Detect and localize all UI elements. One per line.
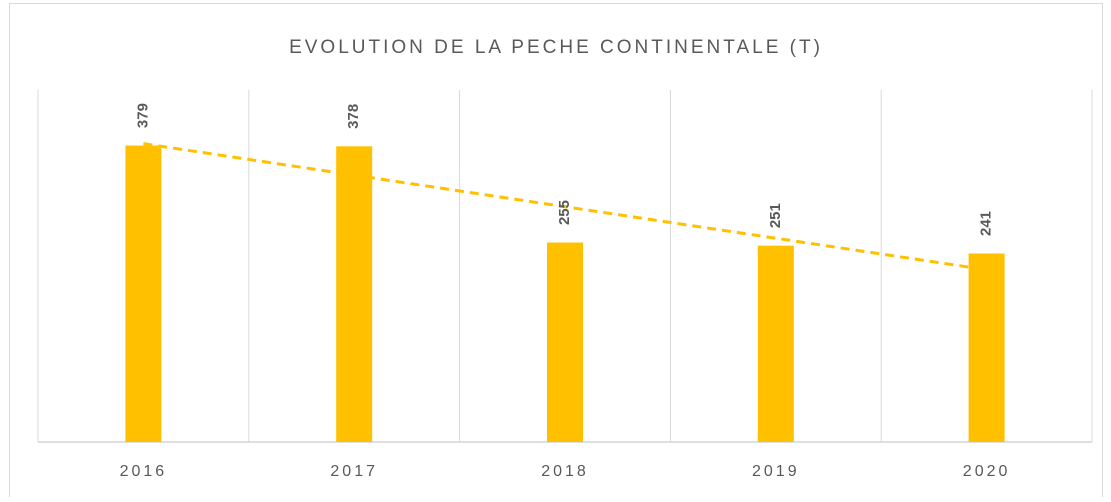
x-tick-label: 2019 bbox=[752, 463, 800, 480]
bar bbox=[757, 245, 794, 442]
bar bbox=[336, 146, 373, 442]
data-label: 255 bbox=[556, 200, 573, 225]
x-tick-label: 2016 bbox=[120, 463, 168, 480]
x-tick-label: 2020 bbox=[963, 463, 1011, 480]
bar bbox=[968, 253, 1005, 442]
bar bbox=[547, 242, 583, 442]
data-label: 378 bbox=[345, 104, 362, 129]
data-label: 379 bbox=[134, 103, 151, 128]
bar bbox=[125, 145, 162, 442]
data-label: 241 bbox=[978, 211, 995, 236]
x-tick-label: 2017 bbox=[330, 463, 378, 480]
chart-title: EVOLUTION DE LA PECHE CONTINENTALE (T) bbox=[289, 37, 823, 58]
x-tick-label: 2018 bbox=[541, 463, 589, 480]
data-label: 251 bbox=[767, 203, 784, 228]
trendline bbox=[143, 142, 987, 272]
